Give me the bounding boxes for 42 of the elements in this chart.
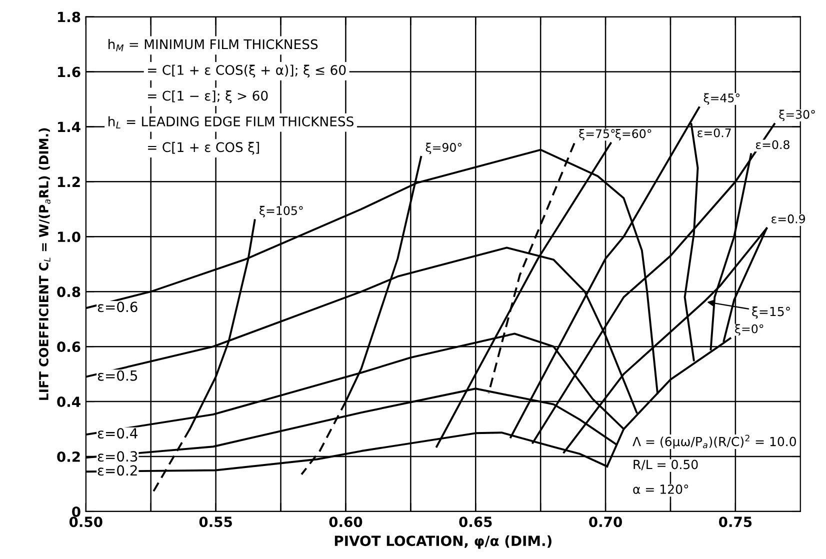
y-tick-label: 1.4 <box>58 122 80 132</box>
y-tick-label: 0.8 <box>57 286 80 298</box>
x-tick-label: 0.75 <box>718 516 752 528</box>
series-label: ξ=60° <box>616 128 652 140</box>
x-axis-title: PIVOT LOCATION, φ/α (DIM.) <box>334 535 552 549</box>
x-tick-label: 0.50 <box>69 516 102 528</box>
series-label: ε=0.6 <box>98 302 138 312</box>
y-tick-label: 1.8 <box>58 12 80 22</box>
y-tick-label: 1.6 <box>58 66 80 78</box>
x-tick-label: 0.70 <box>589 516 622 528</box>
series-label: ε=0.5 <box>98 370 138 381</box>
x-tick-label: 0.65 <box>459 516 492 528</box>
series-label: ξ=30° <box>779 110 815 122</box>
series-label: ε=0.4 <box>98 428 138 439</box>
y-tick-label: 0.2 <box>57 451 80 462</box>
legend-label: ε=0.8 <box>756 140 790 150</box>
x-tick-label: 0.55 <box>199 516 232 528</box>
annotation: h$_{L}$ = LEADING EDGE FILM THICKNESS <box>108 116 354 128</box>
annotation: = C[1 − ε]; ξ > 60 <box>148 90 268 104</box>
annotation: ξ=15° <box>752 306 790 319</box>
annotation: R/L = 0.50 <box>634 460 698 470</box>
series-label: ε=0.9 <box>772 214 806 224</box>
series-label: ξ=45° <box>704 93 740 105</box>
y-tick-label: 1.0 <box>58 232 80 242</box>
annotation: = C[1 + ε COS(ξ + α)]; ξ ≤ 60 <box>148 64 346 78</box>
series-label: ξ=75° <box>579 128 615 140</box>
annotation: α = 120° <box>633 484 688 494</box>
y-tick-label: 1.2 <box>58 176 80 187</box>
annotation: h$_{M}$ = MINIMUM FILM THICKNESS <box>108 39 318 52</box>
y-tick-label: 0.4 <box>57 396 80 408</box>
series-label: ξ=105° <box>260 206 303 218</box>
series-label: ξ=0° <box>735 324 764 336</box>
series-label: ε=0.2 <box>98 465 137 476</box>
series-label: ξ=90° <box>426 142 462 154</box>
series-label: ε=0.7 <box>698 128 731 138</box>
y-tick-label: 0.6 <box>57 342 80 352</box>
y-tick-label: 0 <box>72 506 80 517</box>
x-tick-label: 0.60 <box>329 516 362 528</box>
annotation: Λ = (6μω/P$_{a}$)(R/C)$^{2}$ = 10.0 <box>632 434 796 449</box>
annotation: = C[1 + ε COS ξ] <box>148 142 259 155</box>
y-axis-title: LIFT COEFFICIENT C$_{L}$ = W/(P$_{a}$RL) (DIM.) <box>38 128 50 400</box>
series-label: ε=0.3 <box>98 451 138 462</box>
